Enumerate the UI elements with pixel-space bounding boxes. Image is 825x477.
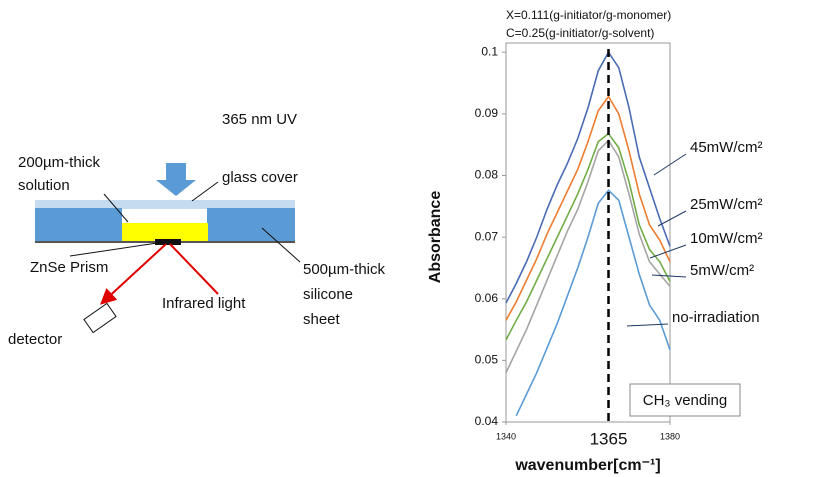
- marker-label: 1365: [590, 429, 628, 448]
- label: ZnSe Prism: [30, 259, 108, 276]
- label: 500µm-thick: [303, 261, 386, 278]
- x-axis-label: wavenumber[cm⁻¹]: [514, 457, 660, 474]
- leader: [649, 244, 687, 259]
- series-label: 25mW/cm²: [690, 196, 763, 213]
- series-line: [505, 132, 671, 341]
- leader: [653, 153, 687, 176]
- leader: [103, 193, 129, 223]
- leader: [651, 274, 687, 278]
- annotation: C=0.25(g-initiator/g-solvent): [506, 26, 654, 40]
- uv-arrow: [156, 163, 196, 196]
- y-axis-label: Absorbance: [427, 191, 444, 284]
- y-tick-label: 0.04: [475, 414, 499, 428]
- plot-frame: [505, 42, 671, 423]
- label: 365 nm UV: [222, 111, 297, 128]
- label: 200µm-thick: [18, 154, 101, 171]
- y-tick-label: 0.08: [475, 168, 499, 182]
- y-tick-label: 0.09: [475, 106, 499, 120]
- sensor: [155, 239, 181, 245]
- diagram: 365 nm UV 200µm-thick solution glass cov…: [8, 111, 386, 348]
- label: sheet: [303, 311, 341, 328]
- label: solution: [18, 177, 70, 194]
- x-tick-label: 1380: [660, 431, 680, 441]
- series-line: [515, 189, 671, 417]
- leader: [261, 227, 301, 263]
- series-label: 10mW/cm²: [690, 230, 763, 247]
- solution: [122, 223, 208, 242]
- ir-in: [169, 243, 219, 295]
- label: glass cover: [222, 169, 298, 186]
- leader: [657, 210, 687, 227]
- leader: [191, 181, 219, 202]
- x-tick-label: 1340: [496, 431, 516, 441]
- label: silicone: [303, 286, 353, 303]
- silicone-left: [35, 208, 122, 242]
- annotation-box: [629, 383, 741, 417]
- silicone-right: [207, 208, 295, 242]
- series-line: [505, 50, 671, 304]
- annotation: X=0.111(g-initiator/g-monomer): [506, 8, 671, 22]
- label: Infrared light: [162, 295, 246, 312]
- y-tick-label: 0.07: [475, 229, 499, 243]
- detector-box: [83, 302, 117, 334]
- y-tick-label: 0.06: [475, 291, 499, 305]
- ir-out: [100, 243, 167, 305]
- glass-cover: [35, 200, 295, 209]
- y-tick-label: 0.1: [481, 44, 498, 58]
- series-label: 45mW/cm²: [690, 139, 763, 156]
- label: detector: [8, 331, 62, 348]
- leader: [626, 323, 669, 327]
- y-tick-label: 0.05: [475, 353, 499, 367]
- series-label: 5mW/cm²: [690, 262, 754, 279]
- chart: X=0.111(g-initiator/g-monomer) C=0.25(g-…: [427, 8, 762, 474]
- series-line: [505, 139, 671, 374]
- leader: [69, 242, 158, 257]
- series-label: no-irradiation: [672, 309, 760, 326]
- annotation: CH₃ vending: [643, 392, 728, 409]
- series-line: [505, 95, 671, 321]
